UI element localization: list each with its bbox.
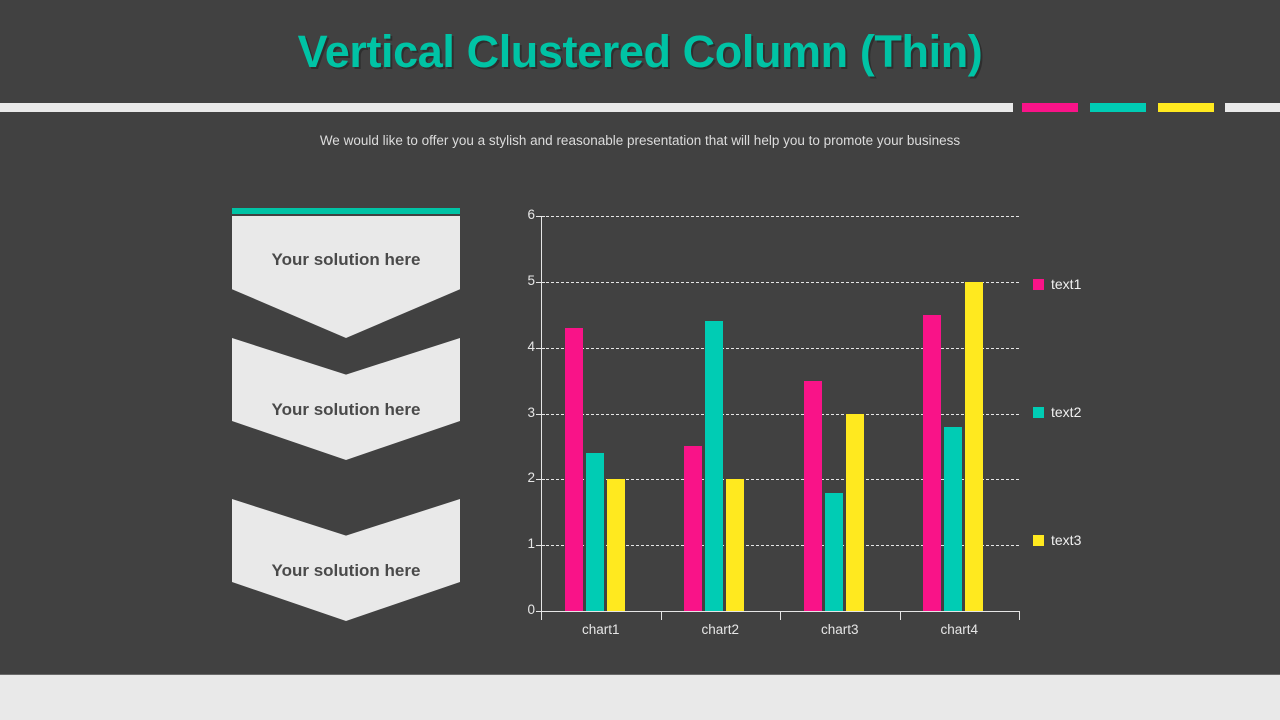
chart-bar xyxy=(944,426,963,611)
legend-item[interactable]: text2 xyxy=(1033,404,1081,420)
chevron-shape xyxy=(232,499,460,621)
legend-item[interactable]: text3 xyxy=(1033,532,1081,548)
chevron-label: Your solution here xyxy=(271,561,421,580)
y-axis-tick-label: 5 xyxy=(527,272,535,288)
y-axis-tick-label: 1 xyxy=(527,536,535,552)
chart-bar xyxy=(923,314,942,611)
y-gridline xyxy=(541,545,1019,547)
slide-canvas: Vertical Clustered Column (Thin) We woul… xyxy=(0,0,1280,674)
legend-swatch-icon xyxy=(1033,534,1044,546)
y-axis-tick-mark xyxy=(536,216,545,217)
chevron-item-3[interactable]: Your solution here xyxy=(232,499,460,629)
header-color-band xyxy=(0,101,1280,114)
chart-bar xyxy=(606,479,625,611)
y-gridline xyxy=(541,281,1019,283)
chart-bar xyxy=(965,281,984,611)
x-axis-tick-mark xyxy=(899,611,901,620)
chart-legend: text1 text2 text3 xyxy=(1033,200,1153,620)
y-gridline xyxy=(541,347,1019,349)
chevron-shape xyxy=(232,338,460,460)
band-teal xyxy=(1090,103,1146,112)
chart-bar xyxy=(726,479,745,611)
band-white-right xyxy=(1225,103,1280,112)
chart-bar xyxy=(845,413,864,611)
x-axis-category-label: chart4 xyxy=(940,622,979,637)
y-axis-tick-label: 4 xyxy=(527,338,535,354)
chart-bar xyxy=(684,446,703,611)
page-title: Vertical Clustered Column (Thin) xyxy=(297,26,983,77)
band-yellow xyxy=(1158,103,1214,112)
y-gridline xyxy=(541,413,1019,415)
chevron-list: Your solution here Your solution here Yo… xyxy=(232,208,460,648)
x-axis-tick-mark xyxy=(780,611,781,620)
page-subtitle: We would like to offer you a stylish and… xyxy=(319,133,961,148)
y-axis-tick-mark xyxy=(536,545,545,547)
y-axis-tick-label: 3 xyxy=(527,404,535,420)
legend-swatch-icon xyxy=(1033,278,1044,290)
slide-footer-area xyxy=(0,674,1280,720)
chevron-item-1[interactable]: Your solution here xyxy=(232,208,460,338)
legend-swatch-icon xyxy=(1033,406,1044,418)
y-axis-tick-label: 2 xyxy=(527,470,535,486)
band-white-left xyxy=(0,103,1013,112)
y-gridline xyxy=(541,216,1019,217)
chart-bar xyxy=(824,492,843,611)
legend-label: text3 xyxy=(1051,532,1082,548)
y-axis-tick-label: 6 xyxy=(527,207,535,222)
chevron-accent-bar xyxy=(232,208,460,214)
chart-bar xyxy=(803,380,822,611)
chevron-shape xyxy=(232,216,460,338)
chart-bar xyxy=(585,453,604,611)
x-axis-tick-mark xyxy=(541,611,542,620)
x-axis-category-label: chart2 xyxy=(701,622,740,637)
chart-bar xyxy=(564,327,583,611)
legend-label: text1 xyxy=(1051,276,1082,292)
y-axis-tick-mark xyxy=(536,347,545,349)
chevron-label: Your solution here xyxy=(271,250,421,269)
legend-label: text2 xyxy=(1051,404,1082,420)
chevron-label: Your solution here xyxy=(271,400,421,419)
x-axis-category-label: chart1 xyxy=(581,622,620,637)
x-axis-tick-mark xyxy=(660,611,662,620)
y-gridline xyxy=(541,479,1019,481)
clustered-column-chart: text1 text2 text3 0 1 2 3 4 5 6 chart1 chart2 chart… xyxy=(505,200,1105,650)
y-axis-tick-mark xyxy=(536,479,545,481)
y-axis-tick-mark xyxy=(536,611,545,612)
y-axis-tick-label: 0 xyxy=(527,602,535,617)
chart-plot-area xyxy=(541,216,1019,612)
band-pink xyxy=(1022,103,1078,112)
y-axis-tick-mark xyxy=(536,281,545,283)
chart-bar xyxy=(705,321,724,611)
x-axis-tick-mark xyxy=(1019,611,1020,620)
y-axis-tick-mark xyxy=(536,413,545,415)
legend-item[interactable]: text1 xyxy=(1033,276,1081,292)
chevron-item-2[interactable]: Your solution here xyxy=(232,338,460,468)
x-axis-category-label: chart3 xyxy=(820,622,859,637)
